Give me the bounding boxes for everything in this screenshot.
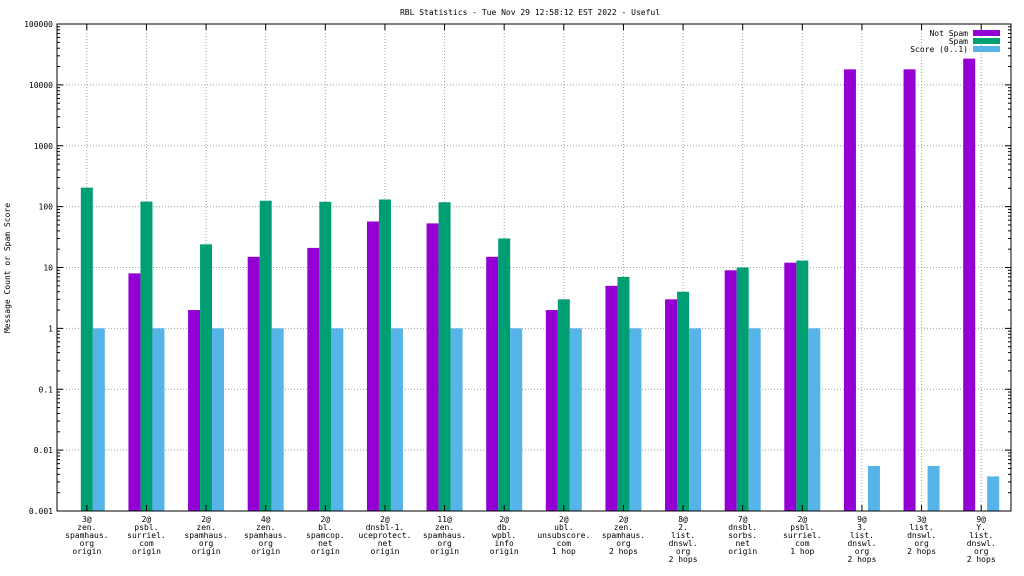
bar-score-0-1 <box>689 328 702 511</box>
bar-spam <box>677 291 690 511</box>
bar-score-0-1 <box>152 328 165 511</box>
bar-score-0-1 <box>92 328 105 511</box>
bar-not-spam <box>545 310 558 511</box>
bar-score-0-1 <box>927 465 940 511</box>
bar-spam <box>200 244 213 511</box>
axis-ticks <box>57 23 1011 512</box>
bar-score-0-1 <box>748 328 761 511</box>
x-tick-label: 7@ dnsbl. sorbs. net origin <box>728 515 757 556</box>
y-tick-label: 1 <box>48 324 53 333</box>
bar-score-0-1 <box>867 465 880 511</box>
bar-not-spam <box>426 223 439 511</box>
bar-score-0-1 <box>271 328 284 511</box>
bar-spam <box>140 201 153 511</box>
bar-spam <box>617 276 630 511</box>
y-tick-label: 1000 <box>34 142 53 151</box>
bar-score-0-1 <box>569 328 582 511</box>
bar-spam <box>557 299 570 511</box>
x-tick-labels: 3@ zen. spamhaus. org origin 2@ psbl. surriel. c… <box>65 515 996 564</box>
bar-not-spam <box>784 262 797 511</box>
y-tick-label: 10000 <box>29 81 53 90</box>
bar-not-spam <box>605 285 618 511</box>
x-tick-label: 4@ zen. spamhaus. org origin <box>244 515 287 556</box>
y-tick-label: 0.01 <box>34 446 53 455</box>
bar-not-spam <box>188 310 201 511</box>
bar-score-0-1 <box>510 328 523 511</box>
x-tick-label: 3@ list. dnswl. org 2 hops <box>907 515 936 556</box>
bar-score-0-1 <box>808 328 821 511</box>
bar-score-0-1 <box>390 328 403 511</box>
x-tick-label: 2@ db. wpbl. info origin <box>490 515 519 556</box>
x-tick-label: 11@ zen. spamhaus. org origin <box>423 515 466 556</box>
bar-score-0-1 <box>450 328 463 511</box>
x-tick-label: 2@ ubl. unsubscore. com 1 hop <box>537 515 590 556</box>
bar-not-spam <box>366 221 379 511</box>
bar-score-0-1 <box>212 328 225 511</box>
bar-spam <box>736 267 749 511</box>
chart-title: RBL Statistics - Tue Nov 29 12:58:12 EST… <box>400 8 660 17</box>
bars-group <box>80 58 1000 512</box>
x-tick-label: 9@ Y. list. dnswl. org 2 hops <box>967 515 996 564</box>
legend-label: Score (0..1) <box>910 45 968 54</box>
bar-spam <box>498 238 511 511</box>
legend-label: Spam <box>949 37 968 46</box>
bar-not-spam <box>963 58 976 512</box>
bar-not-spam <box>665 299 678 511</box>
x-tick-label: 2@ bl. spamcop. net origin <box>306 515 345 556</box>
bar-score-0-1 <box>331 328 344 511</box>
bar-spam <box>80 187 93 512</box>
bar-not-spam <box>724 270 737 511</box>
y-tick-label: 100 <box>39 203 54 212</box>
bar-spam <box>319 201 332 511</box>
bar-spam <box>796 260 809 511</box>
legend-swatch <box>973 38 1000 44</box>
x-tick-label: 2@ dnsbl-1. uceprotect. net origin <box>358 515 411 556</box>
bar-score-0-1 <box>987 476 1000 511</box>
bar-not-spam <box>843 69 856 511</box>
y-tick-label: 0.001 <box>29 507 53 516</box>
bar-not-spam <box>307 247 320 512</box>
bar-not-spam <box>903 69 916 511</box>
legend-label: Not Spam <box>929 29 968 38</box>
y-tick-label: 0.1 <box>39 385 54 394</box>
legend-swatch <box>973 46 1000 52</box>
y-axis-label: Message Count or Spam Score <box>3 203 12 333</box>
y-tick-label: 10 <box>43 264 53 273</box>
bar-score-0-1 <box>629 328 642 511</box>
x-tick-label: 2@ zen. spamhaus. org 2 hops <box>602 515 645 556</box>
bar-spam <box>438 202 451 511</box>
bar-spam <box>378 199 391 511</box>
legend-swatch <box>973 30 1000 36</box>
bar-not-spam <box>486 256 499 511</box>
x-tick-label: 9@ 3. list. dnswl. org 2 hops <box>847 515 876 564</box>
x-tick-label: 3@ zen. spamhaus. org origin <box>65 515 108 556</box>
y-tick-label: 100000 <box>24 20 53 29</box>
x-tick-label: 2@ psbl. surriel. com origin <box>127 515 166 556</box>
bar-not-spam <box>128 273 141 511</box>
x-tick-label: 8@ 2. list. dnswl. org 2 hops <box>669 515 698 564</box>
x-tick-label: 2@ zen. spamhaus. org origin <box>184 515 227 556</box>
bar-not-spam <box>247 256 260 511</box>
bar-spam <box>259 200 272 512</box>
x-tick-label: 2@ psbl. surriel. com 1 hop <box>783 515 822 556</box>
y-tick-labels: 0.001 0.01 0.1 1 10 100 1000 10000 100000 <box>24 20 53 516</box>
